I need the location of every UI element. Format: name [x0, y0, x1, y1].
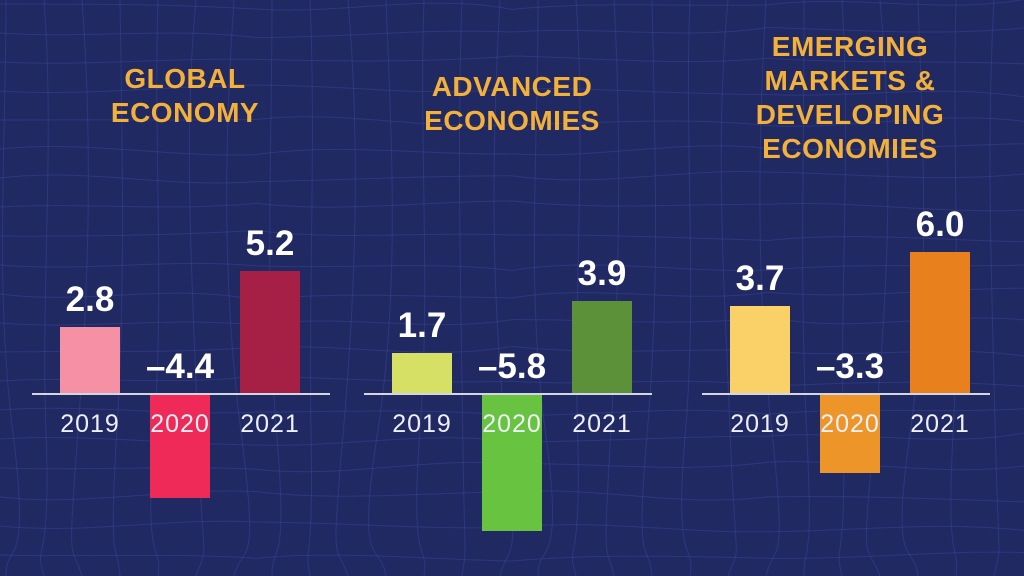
group-title: EMERGING MARKETS & DEVELOPING ECONOMIES	[755, 31, 945, 164]
mesh-line	[307, 0, 313, 576]
mesh-line	[865, 0, 889, 576]
mesh-line	[0, 229, 1024, 243]
mesh-line	[0, 316, 1024, 326]
mesh-line	[0, 375, 1024, 387]
zero-baseline-axis	[364, 393, 652, 395]
mesh-line	[0, 116, 1024, 127]
mesh-line	[0, 262, 1024, 271]
value-label: 5.2	[245, 224, 295, 263]
mesh-line	[838, 0, 846, 576]
group-title: GLOBAL ECONOMY	[110, 63, 260, 128]
year-label: 2019	[730, 410, 790, 438]
mesh-line	[989, 0, 1000, 576]
mesh-line	[0, 345, 1024, 357]
bar-chart-area: 1.7 2019 –5.8 2020 3.9 2021	[362, 0, 662, 576]
zero-baseline-axis	[32, 393, 330, 395]
bar-2021	[240, 271, 300, 393]
year-label: 2021	[240, 410, 300, 438]
year-label: 2021	[572, 410, 632, 438]
bar-2020	[482, 395, 542, 531]
value-label: 3.9	[577, 254, 627, 293]
bar-2020	[150, 395, 210, 498]
mesh-line	[226, 0, 251, 576]
chart-group-emerging-markets: EMERGING MARKETS & DEVELOPING ECONOMIES …	[700, 0, 1000, 576]
mesh-line	[493, 0, 514, 576]
year-label: 2020	[820, 410, 880, 438]
year-label: 2019	[60, 410, 120, 438]
value-label: 6.0	[915, 205, 965, 244]
mesh-line	[802, 0, 810, 576]
mesh-line	[335, 0, 356, 576]
value-label: –3.3	[815, 347, 885, 386]
bar-2020	[820, 395, 880, 473]
value-label: 1.7	[397, 306, 447, 345]
bar-2021	[910, 252, 970, 393]
mesh-line	[0, 171, 1024, 184]
mesh-line	[641, 0, 657, 576]
bar-chart-area: 3.7 2019 –3.3 2020 6.0 2021	[700, 0, 1000, 576]
chart-group-global-economy: GLOBAL ECONOMY 2.8 2019 –4.4 2020 5.2 2021	[30, 0, 340, 576]
bar-2021	[572, 301, 632, 393]
bar-2019	[60, 327, 120, 393]
mesh-line	[0, 84, 1024, 98]
value-label: 2.8	[65, 280, 115, 319]
mesh-line	[0, 200, 1024, 212]
bar-chart-area: 2.8 2019 –4.4 2020 5.2 2021	[30, 0, 340, 576]
mesh-line	[1, 0, 21, 576]
mesh-line	[0, 27, 1024, 38]
bar-2019	[392, 353, 452, 393]
mesh-line	[458, 0, 466, 576]
value-label: 3.7	[735, 259, 785, 298]
group-title: ADVANCED ECONOMIES	[424, 71, 600, 136]
zero-baseline-axis	[702, 393, 990, 395]
bar-2019	[730, 306, 790, 393]
mesh-line	[720, 0, 737, 576]
mesh-line	[150, 0, 160, 576]
mesh-line	[0, 287, 1024, 301]
year-label: 2020	[482, 410, 542, 438]
year-label: 2020	[150, 410, 210, 438]
mesh-line	[0, 551, 1024, 562]
mesh-line	[188, 0, 205, 576]
mesh-line	[39, 0, 49, 576]
value-label: –4.4	[145, 347, 215, 386]
year-label: 2019	[392, 410, 452, 438]
mesh-line	[0, 55, 1024, 65]
mesh-line	[681, 0, 692, 576]
chart-group-advanced-economies: ADVANCED ECONOMIES 1.7 2019 –5.8 2020 3.9 202…	[362, 0, 662, 576]
year-label: 2021	[910, 410, 970, 438]
mesh-line	[0, 0, 1024, 11]
value-label: –5.8	[477, 347, 547, 386]
mesh-line	[368, 0, 393, 576]
mesh-line	[0, 143, 1024, 156]
